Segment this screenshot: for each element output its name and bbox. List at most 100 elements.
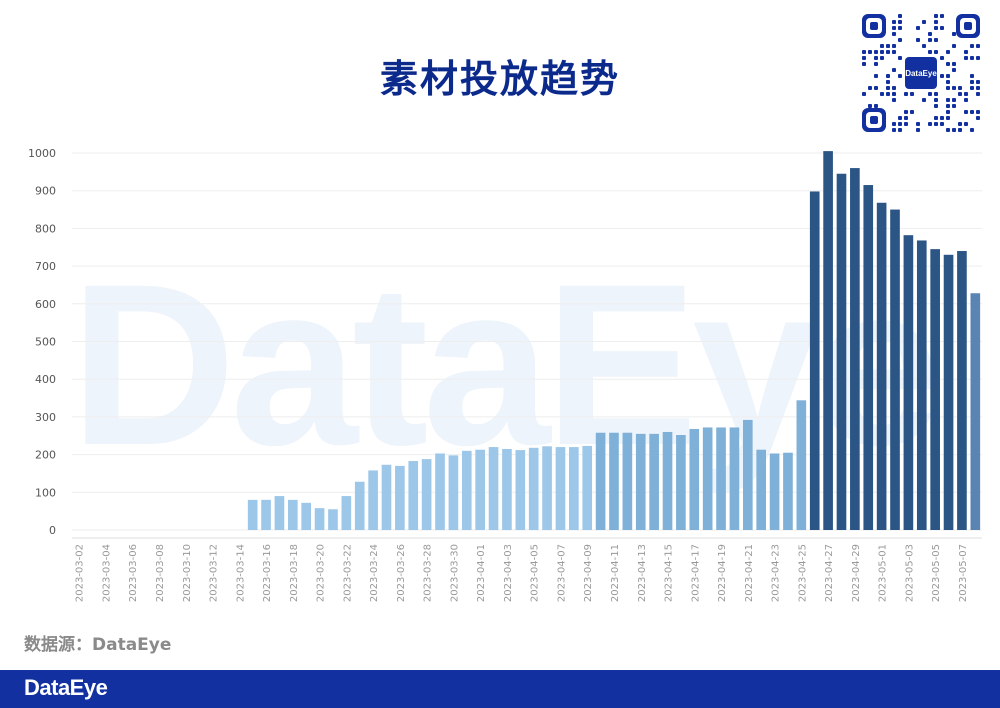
bar-2023-03-16 — [261, 499, 271, 530]
x-tick-label: 2023-03-06 — [128, 544, 139, 602]
x-tick-label: 2023-05-01 — [878, 544, 889, 602]
bar-2023-04-15 — [662, 431, 673, 530]
bar-2023-03-25 — [381, 464, 392, 530]
bar-2023-04-13 — [635, 433, 646, 530]
chart-title: 素材投放趋势 — [379, 57, 620, 101]
qr-center-label: DataEye — [905, 69, 937, 78]
y-tick-label: 900 — [35, 185, 56, 198]
bar-2023-04-26 — [809, 191, 820, 531]
bar-2023-03-20 — [314, 508, 325, 530]
bar-2023-04-17 — [689, 428, 700, 530]
footer-brand-logo: DataEye — [24, 675, 108, 700]
x-tick-label: 2023-03-08 — [155, 544, 166, 602]
bar-2023-04-05 — [528, 447, 539, 530]
bar-2023-04-16 — [676, 434, 686, 530]
data-source-label: 数据源：DataEye — [24, 635, 172, 655]
bar-2023-03-21 — [328, 509, 338, 530]
bar-2023-03-22 — [341, 496, 352, 530]
bar-2023-03-26 — [395, 465, 405, 530]
x-tick-label: 2023-04-23 — [771, 544, 782, 602]
bar-2023-04-30 — [863, 185, 874, 531]
x-tick-label: 2023-04-05 — [530, 544, 541, 602]
y-tick-label: 200 — [35, 449, 56, 462]
x-tick-label: 2023-05-05 — [931, 544, 942, 602]
x-tick-label: 2023-04-17 — [690, 544, 701, 602]
bar-2023-04-14 — [649, 433, 659, 530]
bar-2023-04-04 — [515, 450, 526, 530]
bar-2023-03-27 — [408, 461, 419, 530]
bar-2023-05-06 — [943, 254, 954, 530]
x-tick-label: 2023-03-20 — [316, 544, 327, 602]
y-tick-label: 500 — [35, 336, 56, 349]
x-tick-label: 2023-04-09 — [583, 544, 594, 602]
y-tick-label: 800 — [35, 222, 56, 235]
bar-2023-05-03 — [903, 235, 914, 530]
x-tick-label: 2023-04-15 — [664, 544, 675, 602]
qr-code: DataEye — [860, 12, 982, 134]
y-tick-label: 1000 — [28, 147, 56, 160]
x-tick-label: 2023-03-26 — [396, 544, 407, 602]
x-tick-label: 2023-05-03 — [904, 544, 915, 602]
bar-2023-03-15 — [247, 499, 258, 530]
bar-2023-03-28 — [421, 459, 432, 530]
bar-2023-04-18 — [702, 427, 713, 530]
x-tick-label: 2023-04-19 — [717, 544, 728, 602]
bar-2023-04-28 — [836, 173, 847, 531]
bar-2023-04-06 — [542, 446, 552, 530]
bar-2023-04-07 — [555, 447, 566, 530]
x-tick-label: 2023-03-22 — [342, 544, 353, 602]
x-tick-label: 2023-03-04 — [101, 544, 112, 602]
bar-2023-04-09 — [582, 445, 593, 530]
bar-2023-04-29 — [850, 168, 860, 530]
x-tick-label: 2023-05-07 — [958, 544, 969, 602]
x-tick-label: 2023-04-29 — [851, 544, 862, 602]
x-tick-label: 2023-04-11 — [610, 544, 621, 602]
bar-2023-05-04 — [916, 240, 927, 530]
bar-2023-04-03 — [502, 448, 512, 530]
y-tick-label: 400 — [35, 373, 56, 386]
x-tick-label: 2023-03-14 — [235, 544, 246, 602]
x-tick-label: 2023-04-21 — [744, 544, 755, 602]
bar-2023-04-23 — [769, 453, 780, 530]
x-tick-label: 2023-03-02 — [75, 544, 86, 602]
y-tick-label: 700 — [35, 260, 56, 273]
bar-2023-04-20 — [729, 427, 740, 530]
x-tick-label: 2023-04-13 — [637, 544, 648, 602]
x-tick-label: 2023-04-27 — [824, 544, 835, 602]
x-tick-label: 2023-03-10 — [182, 544, 193, 602]
bar-2023-05-05 — [930, 249, 940, 530]
bar-2023-04-22 — [756, 449, 767, 530]
bar-2023-03-24 — [368, 470, 378, 530]
y-tick-label: 100 — [35, 486, 56, 499]
x-tick-label: 2023-04-01 — [476, 544, 487, 602]
bar-2023-03-19 — [301, 502, 312, 530]
bar-2023-05-01 — [876, 202, 887, 530]
footer-bar: DataEye — [0, 670, 1000, 708]
bar-2023-05-08 — [970, 293, 981, 530]
bar-2023-05-07 — [957, 251, 967, 530]
y-tick-label: 300 — [35, 411, 56, 424]
bar-chart: 0 100 200 300 400 500 600 700 800 900 1000 2023-03… — [28, 147, 982, 602]
x-tick-label: 2023-03-24 — [369, 544, 380, 602]
bar-2023-04-25 — [796, 400, 807, 530]
x-tick-label: 2023-04-25 — [797, 544, 808, 602]
bar-2023-04-24 — [783, 452, 793, 530]
x-tick-label: 2023-03-30 — [449, 544, 460, 602]
x-tick-label: 2023-03-28 — [423, 544, 434, 602]
bar-2023-04-01 — [475, 449, 485, 530]
bar-2023-04-10 — [595, 432, 606, 530]
bar-2023-05-02 — [890, 209, 900, 531]
y-tick-label: 600 — [35, 298, 56, 311]
bar-2023-04-12 — [622, 432, 633, 530]
x-tick-label: 2023-03-16 — [262, 544, 273, 602]
bar-2023-04-21 — [742, 419, 753, 530]
bar-2023-03-18 — [287, 499, 298, 530]
bar-2023-03-30 — [448, 455, 459, 530]
x-tick-label: 2023-04-07 — [556, 544, 567, 602]
x-tick-label: 2023-03-12 — [209, 544, 220, 602]
bar-2023-04-02 — [488, 447, 499, 530]
bar-2023-03-31 — [461, 450, 472, 530]
bar-2023-03-29 — [435, 453, 445, 530]
y-tick-label: 0 — [49, 524, 56, 537]
bar-2023-04-19 — [716, 427, 726, 530]
